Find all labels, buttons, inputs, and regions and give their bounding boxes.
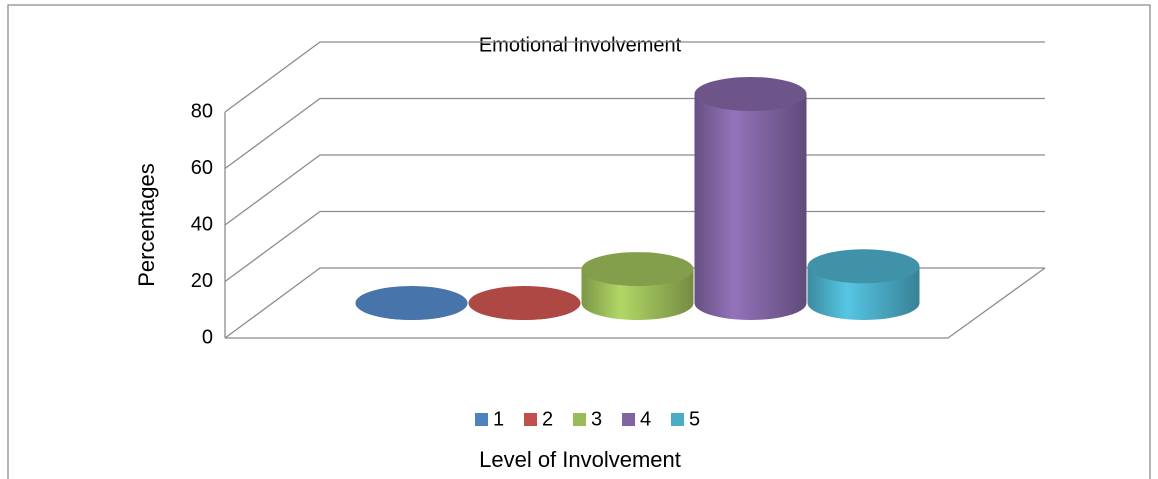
y-tick-label: 40 xyxy=(191,213,213,235)
chart-title: Emotional Involvement xyxy=(479,34,682,56)
chart-frame xyxy=(7,4,1151,479)
legend-label: 4 xyxy=(640,408,651,430)
legend-swatch xyxy=(671,413,684,426)
cylinder-top xyxy=(694,76,807,111)
cylinder-body xyxy=(694,93,807,320)
legend-label: 5 xyxy=(689,408,700,430)
y-axis-title: Percentages xyxy=(134,163,159,287)
legend-label: 2 xyxy=(542,408,553,430)
cylinder-top xyxy=(581,252,694,287)
y-tick-label: 60 xyxy=(191,157,213,179)
legend-swatch xyxy=(475,413,488,426)
cylinder-top xyxy=(355,286,468,320)
cylinder-top xyxy=(468,286,581,320)
cylinder-top xyxy=(807,249,920,284)
legend-swatch xyxy=(622,413,635,426)
y-tick-label: 0 xyxy=(202,326,213,348)
y-tick-label: 20 xyxy=(191,270,213,292)
grid-line xyxy=(224,154,1045,226)
legend-swatch xyxy=(524,413,537,426)
floor xyxy=(225,267,1046,339)
grid-line xyxy=(224,97,1045,170)
x-axis-title: Level of Involvement xyxy=(479,447,681,472)
grid-line xyxy=(224,41,1045,113)
legend-swatch xyxy=(573,413,586,426)
legend-label: 1 xyxy=(493,408,504,430)
legend-label: 3 xyxy=(591,408,602,430)
y-tick-label: 80 xyxy=(191,100,213,122)
